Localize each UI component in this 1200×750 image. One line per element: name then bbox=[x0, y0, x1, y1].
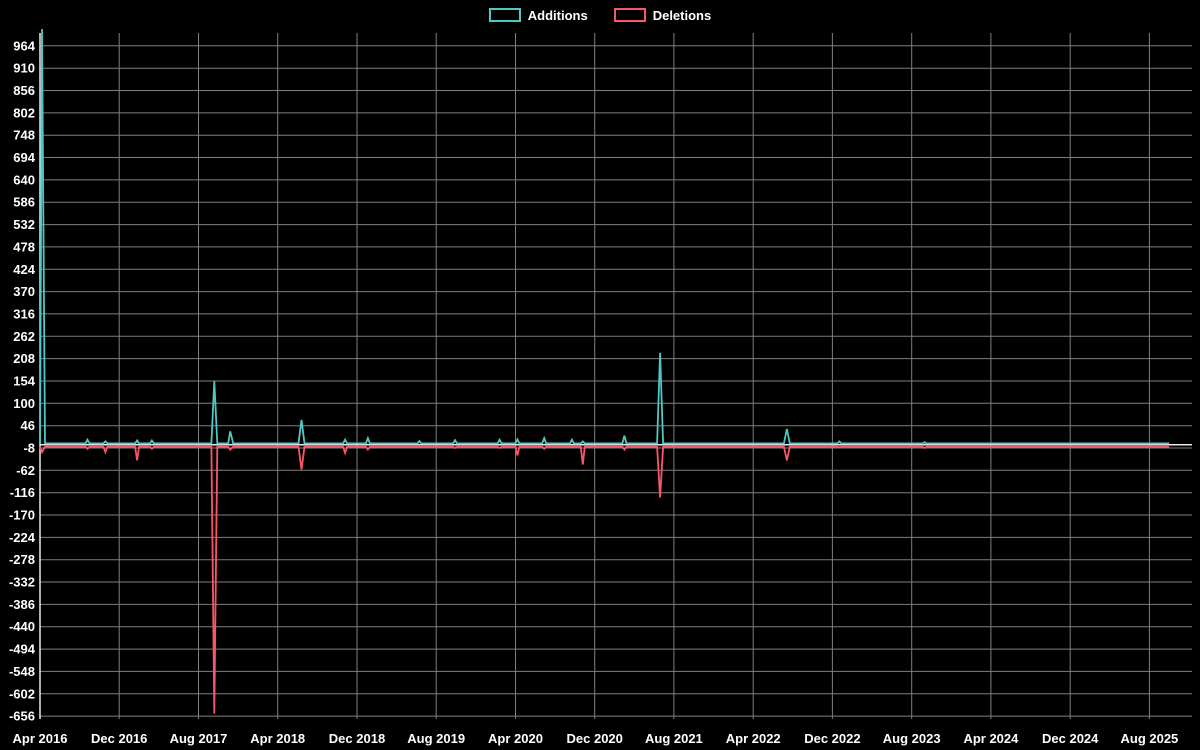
y-tick-label: 100 bbox=[13, 396, 35, 411]
y-tick-label: -62 bbox=[16, 463, 35, 478]
x-tick-label: Apr 2018 bbox=[250, 731, 305, 746]
y-tick-label: -494 bbox=[9, 642, 36, 657]
x-tick-label: Aug 2025 bbox=[1120, 731, 1178, 746]
y-tick-label: -548 bbox=[9, 664, 35, 679]
y-tick-label: 208 bbox=[13, 351, 35, 366]
y-tick-label: 478 bbox=[13, 239, 35, 254]
y-tick-label: 748 bbox=[13, 128, 35, 143]
additions-swatch-icon bbox=[488, 8, 521, 22]
y-tick-label: 802 bbox=[13, 105, 35, 120]
y-tick-label: 964 bbox=[13, 38, 35, 53]
x-tick-label: Apr 2020 bbox=[488, 731, 543, 746]
y-tick-label: 262 bbox=[13, 329, 35, 344]
x-tick-label: Aug 2019 bbox=[407, 731, 465, 746]
chart-legend: Additions Deletions bbox=[0, 8, 1200, 22]
x-tick-label: Aug 2017 bbox=[170, 731, 228, 746]
y-tick-label: 424 bbox=[13, 262, 35, 277]
y-tick-label: 46 bbox=[21, 418, 35, 433]
y-tick-label: 640 bbox=[13, 172, 35, 187]
x-tick-label: Dec 2024 bbox=[1042, 731, 1099, 746]
x-tick-label: Aug 2021 bbox=[645, 731, 703, 746]
x-tick-label: Dec 2020 bbox=[567, 731, 623, 746]
legend-label-additions: Additions bbox=[527, 7, 588, 23]
y-tick-label: -278 bbox=[9, 552, 35, 567]
series-line-deletions bbox=[39, 445, 1170, 714]
y-tick-label: 856 bbox=[13, 83, 35, 98]
y-tick-label: 586 bbox=[13, 195, 35, 210]
y-tick-label: 694 bbox=[13, 150, 35, 165]
y-tick-label: -440 bbox=[9, 619, 35, 634]
x-tick-label: Apr 2022 bbox=[726, 731, 781, 746]
y-tick-label: -602 bbox=[9, 686, 35, 701]
y-tick-label: -332 bbox=[9, 575, 35, 590]
y-tick-label: -8 bbox=[23, 441, 35, 456]
y-tick-label: -656 bbox=[9, 709, 35, 724]
legend-item-additions[interactable]: Additions bbox=[488, 7, 588, 23]
y-tick-label: 154 bbox=[13, 374, 35, 389]
y-tick-label: 910 bbox=[13, 61, 35, 76]
x-tick-label: Dec 2022 bbox=[804, 731, 860, 746]
y-tick-label: 316 bbox=[13, 306, 35, 321]
x-tick-label: Aug 2023 bbox=[883, 731, 941, 746]
y-tick-label: -116 bbox=[10, 485, 35, 500]
legend-item-deletions[interactable]: Deletions bbox=[613, 7, 712, 23]
y-tick-label: -224 bbox=[9, 530, 36, 545]
deletions-swatch-icon bbox=[613, 8, 646, 22]
y-tick-label: 370 bbox=[13, 284, 35, 299]
series-line-additions bbox=[39, 29, 1170, 445]
x-tick-label: Apr 2024 bbox=[963, 731, 1019, 746]
y-tick-label: -170 bbox=[9, 508, 35, 523]
legend-label-deletions: Deletions bbox=[652, 7, 712, 23]
x-tick-label: Dec 2016 bbox=[91, 731, 147, 746]
y-tick-label: -386 bbox=[9, 597, 35, 612]
x-tick-label: Dec 2018 bbox=[329, 731, 385, 746]
x-tick-label: Apr 2016 bbox=[13, 731, 68, 746]
y-tick-label: 532 bbox=[13, 217, 35, 232]
